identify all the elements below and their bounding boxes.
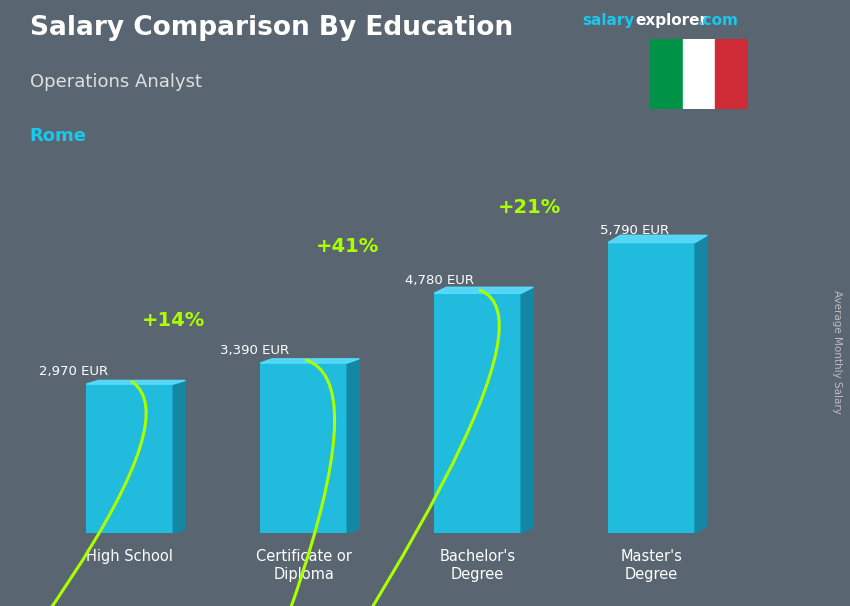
- Polygon shape: [608, 235, 707, 242]
- Bar: [716, 39, 748, 109]
- Text: Operations Analyst: Operations Analyst: [30, 73, 201, 91]
- Bar: [434, 293, 521, 533]
- Polygon shape: [260, 359, 360, 363]
- Text: Salary Comparison By Education: Salary Comparison By Education: [30, 15, 513, 41]
- Text: +21%: +21%: [498, 198, 561, 218]
- Bar: [608, 242, 695, 533]
- Text: explorer: explorer: [636, 13, 708, 28]
- Text: Average Monthly Salary: Average Monthly Salary: [832, 290, 842, 413]
- Polygon shape: [86, 381, 185, 384]
- Bar: [650, 39, 683, 109]
- Polygon shape: [434, 287, 533, 293]
- Text: 5,790 EUR: 5,790 EUR: [599, 224, 669, 236]
- Bar: [683, 39, 716, 109]
- Bar: [260, 363, 347, 533]
- Text: 3,390 EUR: 3,390 EUR: [220, 344, 290, 357]
- Polygon shape: [173, 381, 185, 533]
- Text: +41%: +41%: [315, 236, 379, 256]
- Text: salary: salary: [582, 13, 635, 28]
- Polygon shape: [347, 359, 360, 533]
- Text: 4,780 EUR: 4,780 EUR: [405, 275, 473, 287]
- Text: .com: .com: [698, 13, 739, 28]
- Polygon shape: [521, 287, 533, 533]
- Bar: [86, 384, 173, 533]
- Text: +14%: +14%: [142, 311, 205, 330]
- Text: Rome: Rome: [30, 127, 87, 145]
- Text: 2,970 EUR: 2,970 EUR: [39, 365, 109, 378]
- Polygon shape: [695, 235, 707, 533]
